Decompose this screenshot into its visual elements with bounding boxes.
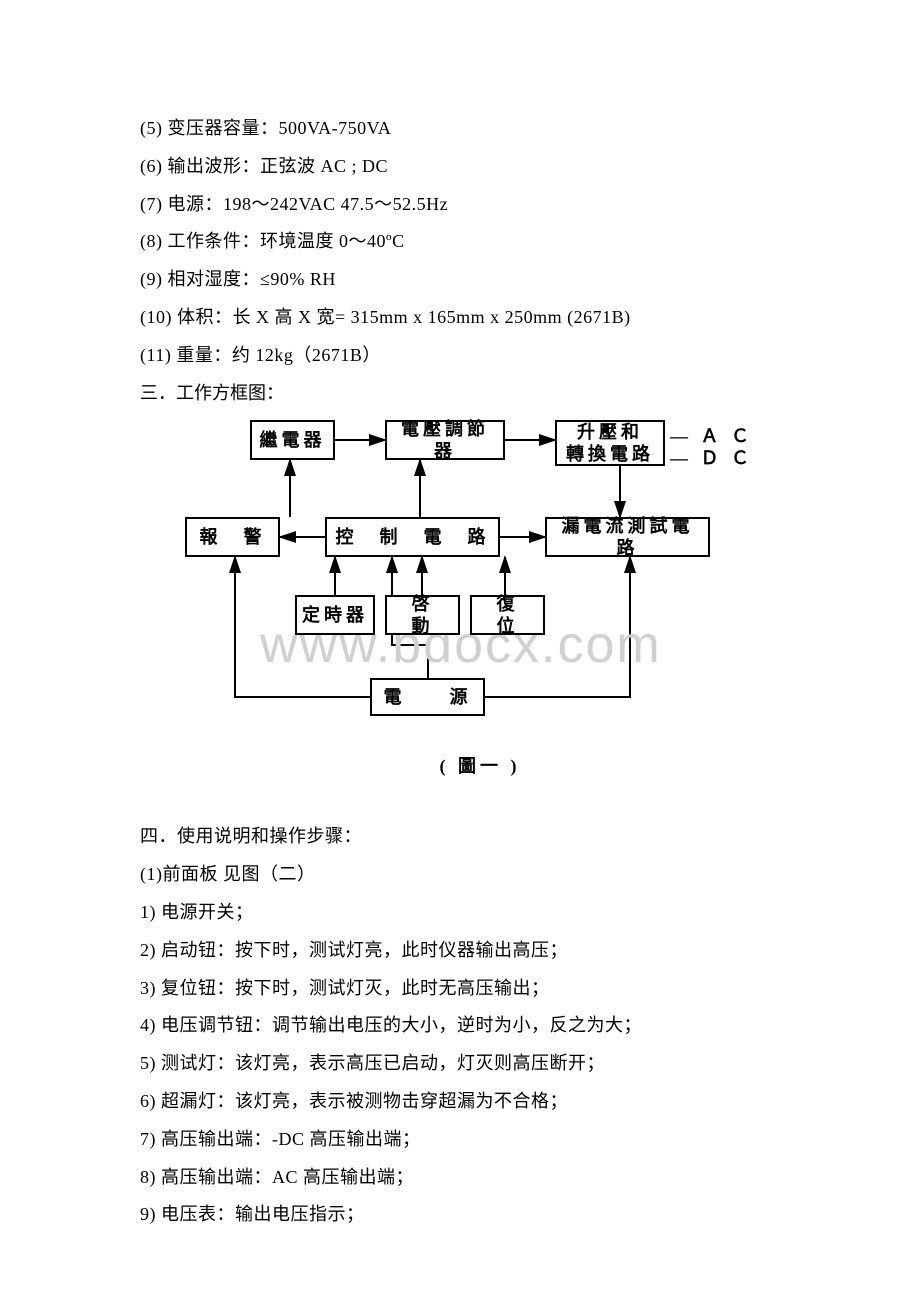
node-alarm: 報 警 <box>185 517 280 557</box>
step-9: 9) 电压表：输出电压指示； <box>140 1196 780 1234</box>
spec-5: (5) 变压器容量：500VA-750VA <box>140 110 780 148</box>
block-diagram: www.bdocx.com繼電器電壓調節器升壓和轉換電路報 警控 制 電 路漏電… <box>160 420 800 750</box>
step-6: 6) 超漏灯：该灯亮，表示被测物击穿超漏为不合格； <box>140 1083 780 1121</box>
diagram-caption: ( 圖一 ) <box>160 752 800 778</box>
node-reset: 復 位 <box>470 595 545 635</box>
document-page: (5) 变压器容量：500VA-750VA (6) 输出波形：正弦波 AC ; … <box>0 0 920 1302</box>
node-boost: 升壓和轉換電路 <box>555 420 665 466</box>
spec-8: (8) 工作条件：环境温度 0～40ºC <box>140 223 780 261</box>
section-3-title: 三．工作方框图： <box>140 375 780 413</box>
section-4: 四．使用说明和操作步骤： (1)前面板 见图（二） 1) 电源开关； 2) 启动… <box>140 818 780 1234</box>
spec-9: (9) 相对湿度：≤90% RH <box>140 261 780 299</box>
step-p1: (1)前面板 见图（二） <box>140 856 780 894</box>
step-1: 1) 电源开关； <box>140 894 780 932</box>
node-timer: 定時器 <box>295 595 375 635</box>
step-4: 4) 电压调节钮：调节输出电压的大小，逆时为小，反之为大； <box>140 1007 780 1045</box>
node-relay: 繼電器 <box>250 420 335 460</box>
spec-11: (11) 重量：约 12kg（2671B） <box>140 337 780 375</box>
node-control: 控 制 電 路 <box>325 517 500 557</box>
section-4-title: 四．使用说明和操作步骤： <box>140 818 780 856</box>
node-start: 啓 動 <box>385 595 460 635</box>
step-3: 3) 复位钮：按下时，测试灯灭，此时无高压输出； <box>140 970 780 1008</box>
node-power: 電 源 <box>370 678 485 716</box>
label-dc: — Ｄ Ｃ <box>670 444 753 470</box>
step-5: 5) 测试灯：该灯亮，表示高压已启动，灯灭则高压断开； <box>140 1045 780 1083</box>
node-regulator: 電壓調節器 <box>385 420 505 460</box>
spec-7: (7) 电源：198～242VAC 47.5～52.5Hz <box>140 186 780 224</box>
step-2: 2) 启动钮：按下时，测试灯亮，此时仪器输出高压； <box>140 932 780 970</box>
spec-10: (10) 体积：长 X 高 X 宽= 315mm x 165mm x 250mm… <box>140 299 780 337</box>
step-8: 8) 高压输出端：AC 高压输出端； <box>140 1159 780 1197</box>
step-7: 7) 高压输出端：-DC 高压输出端； <box>140 1121 780 1159</box>
spec-6: (6) 输出波形：正弦波 AC ; DC <box>140 148 780 186</box>
node-leak: 漏電流測試電路 <box>545 517 710 557</box>
